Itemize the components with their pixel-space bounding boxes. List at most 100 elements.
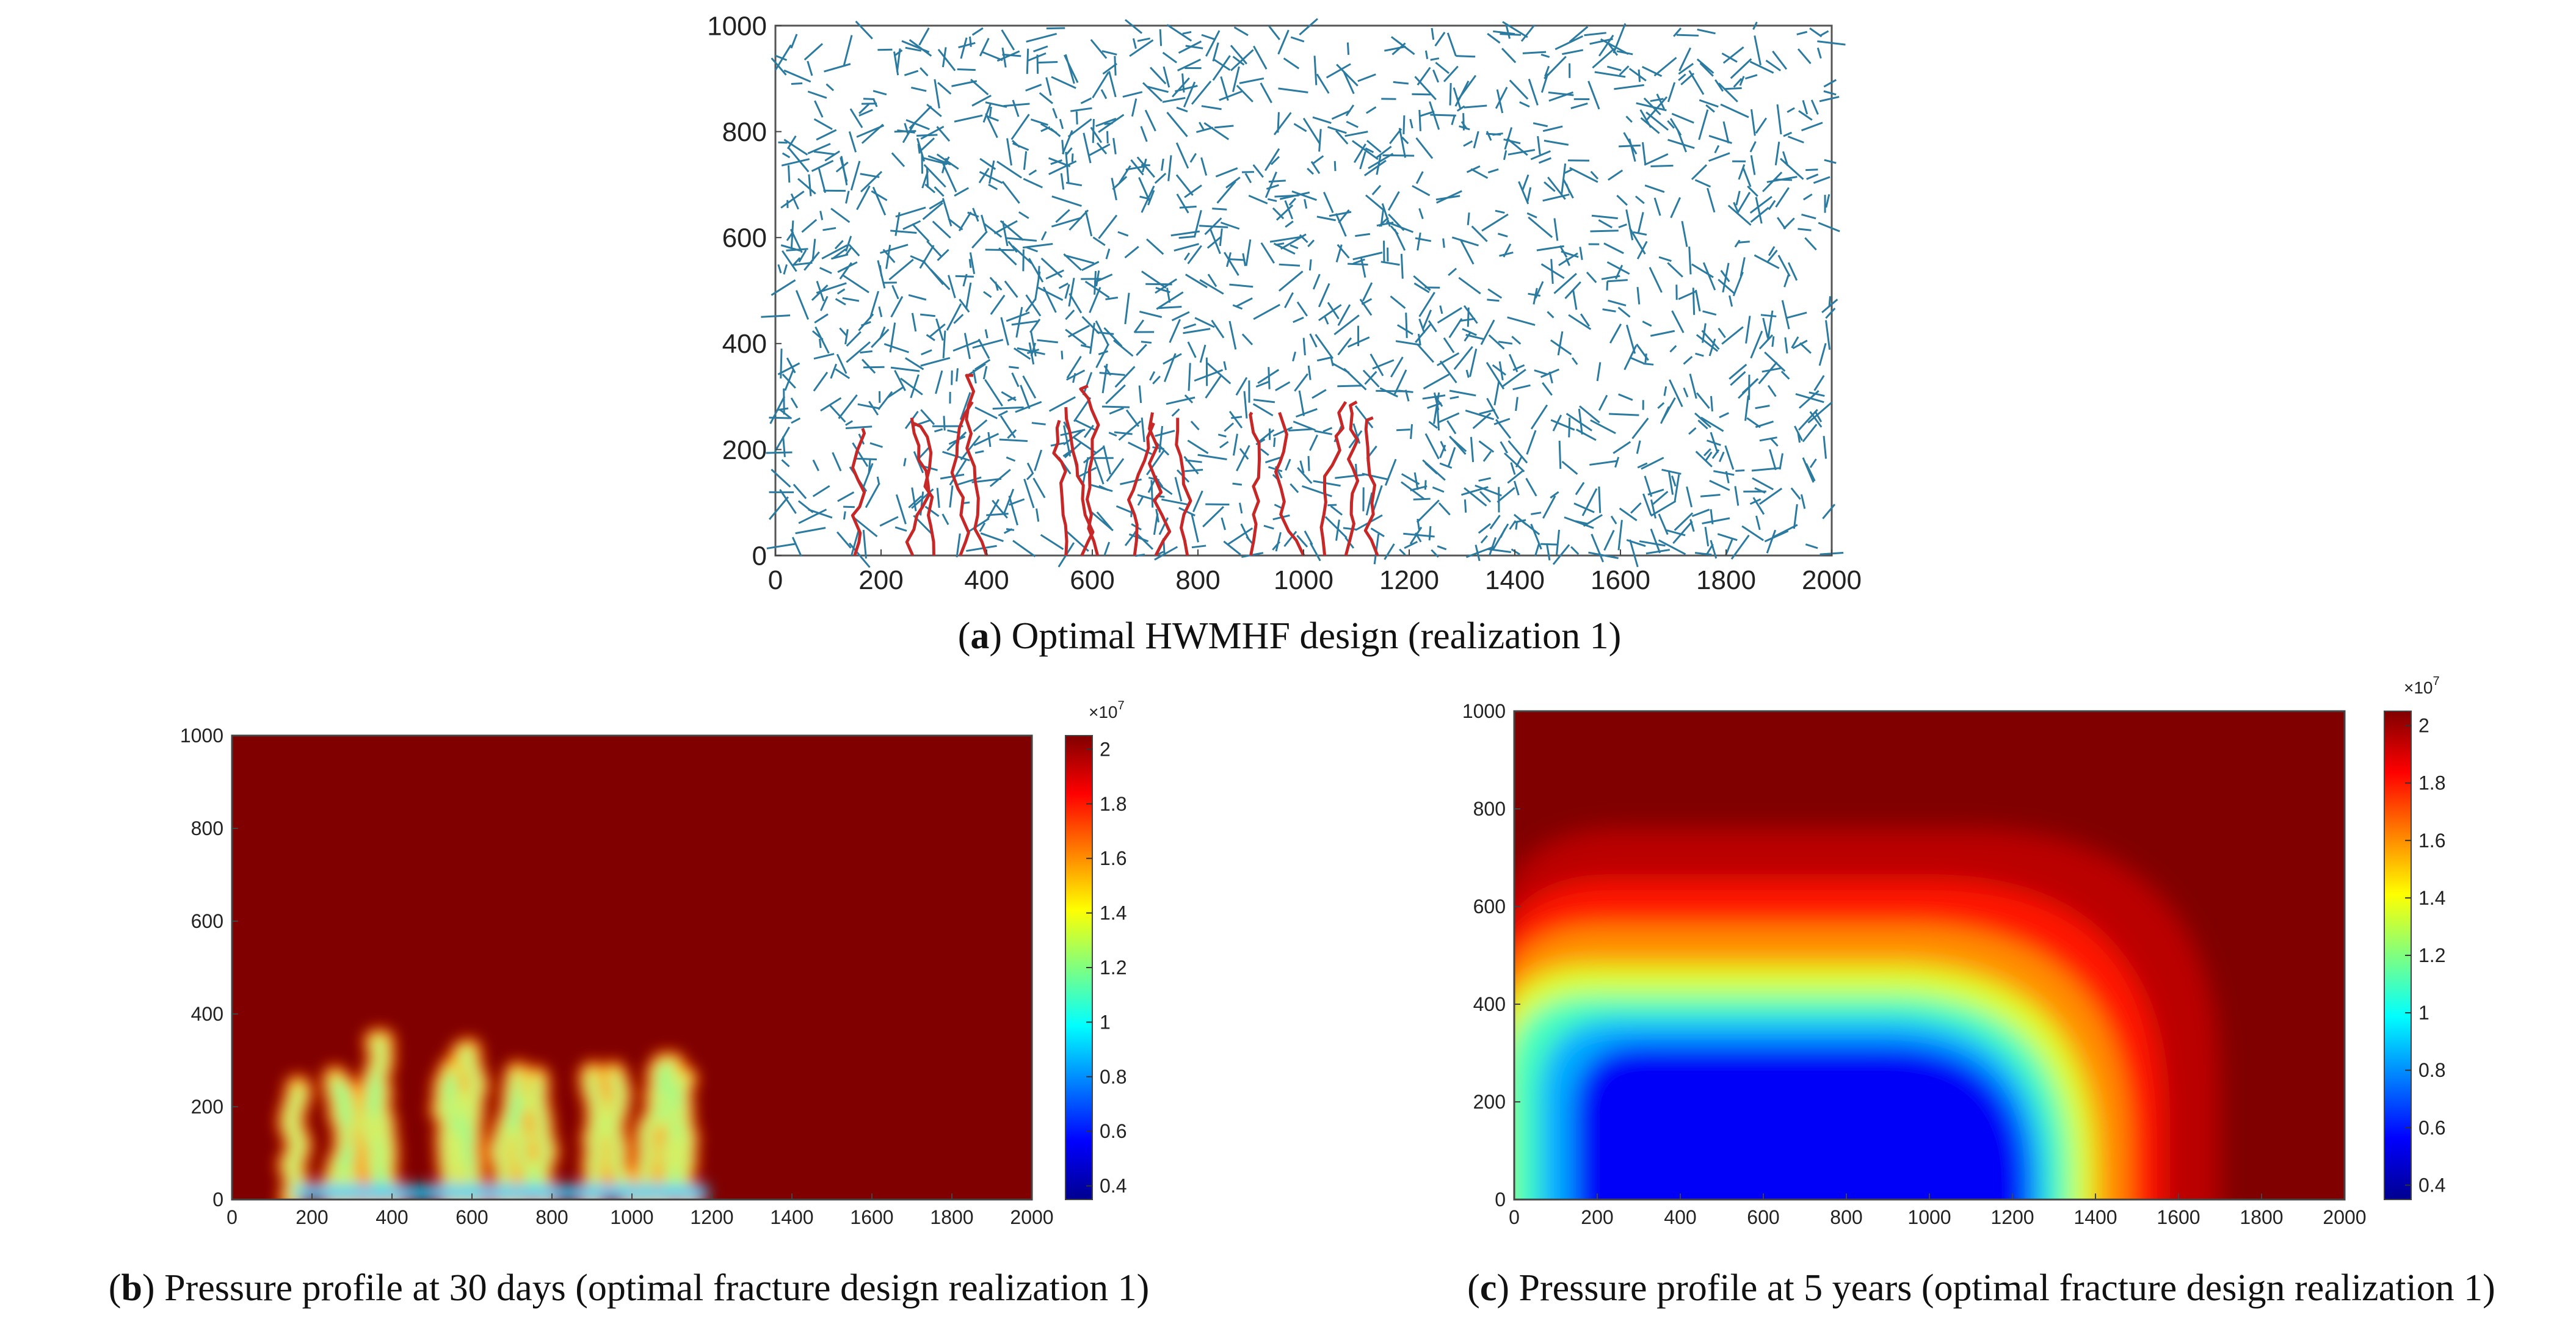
natural-fracture	[779, 489, 797, 514]
natural-fracture	[857, 403, 880, 410]
natural-fracture	[1453, 87, 1462, 110]
natural-fracture	[816, 282, 847, 294]
natural-fracture	[1141, 270, 1167, 289]
natural-fracture	[846, 341, 871, 363]
natural-fracture	[1058, 282, 1068, 289]
natural-fracture	[1192, 490, 1203, 513]
natural-fracture	[836, 288, 846, 295]
natural-fracture	[849, 108, 863, 128]
natural-fracture	[984, 329, 989, 339]
natural-fracture	[1428, 526, 1432, 541]
natural-fracture	[1409, 118, 1413, 129]
colorbar-tick-label: 1.2	[1100, 957, 1127, 979]
natural-fracture	[1090, 510, 1114, 532]
natural-fracture	[795, 290, 810, 320]
natural-fracture	[1533, 288, 1538, 305]
natural-fracture	[813, 150, 835, 156]
natural-fracture	[1440, 441, 1446, 452]
natural-fracture	[837, 491, 855, 502]
natural-fracture	[1141, 341, 1152, 344]
natural-fracture	[1616, 195, 1628, 206]
hydraulic-fracture	[1147, 412, 1172, 557]
natural-fracture	[895, 494, 907, 524]
natural-fracture	[1277, 112, 1280, 133]
colorbar-tick-label: 1	[2418, 1002, 2429, 1024]
natural-fracture	[1141, 417, 1145, 443]
natural-fracture	[1260, 82, 1272, 104]
panel-c-colorbar-ticks: 0.4 0.6 0.8 1 1.2 1.4 1.6 1.8 2	[2405, 715, 2445, 1196]
natural-fracture	[824, 150, 840, 162]
natural-fracture	[1318, 283, 1330, 308]
natural-fracture	[1199, 344, 1206, 363]
natural-fracture	[1530, 404, 1548, 430]
natural-fracture	[1092, 236, 1106, 246]
natural-fracture	[1232, 56, 1245, 66]
hydraulic-fracture	[1319, 400, 1348, 556]
natural-fracture	[1081, 316, 1100, 335]
panel-a-caption: (a) Optimal HWMHF design (realization 1)	[958, 615, 1621, 657]
natural-fracture	[1158, 306, 1182, 309]
colorbar-tick-label: 0.8	[1100, 1066, 1127, 1088]
natural-fracture	[879, 326, 886, 339]
natural-fracture	[1293, 316, 1304, 324]
natural-fracture	[1534, 543, 1540, 557]
natural-fracture	[1683, 387, 1689, 397]
natural-fracture	[1239, 447, 1249, 460]
natural-fracture	[1072, 372, 1076, 383]
natural-fracture	[1544, 56, 1567, 79]
natural-fracture	[1683, 355, 1693, 365]
natural-fracture	[953, 314, 964, 324]
natural-fracture	[1316, 356, 1333, 362]
natural-fracture	[1630, 357, 1644, 364]
natural-fracture	[1437, 412, 1460, 424]
natural-fracture	[1718, 82, 1738, 103]
natural-fracture	[1146, 238, 1164, 255]
natural-fracture	[1096, 142, 1108, 155]
natural-fracture	[1661, 468, 1682, 475]
natural-fracture	[1205, 375, 1222, 399]
natural-fracture	[1430, 57, 1440, 61]
natural-fracture	[1424, 433, 1440, 460]
natural-fracture	[1721, 326, 1744, 345]
natural-fracture	[1570, 546, 1580, 556]
natural-fracture	[942, 47, 947, 68]
natural-fracture	[1525, 477, 1537, 497]
natural-fracture	[1333, 314, 1360, 336]
natural-fracture	[1307, 365, 1312, 380]
natural-fracture	[1191, 514, 1199, 543]
natural-fracture	[918, 27, 930, 46]
natural-fracture	[1269, 236, 1301, 243]
natural-fracture	[1081, 261, 1100, 272]
natural-fracture	[1592, 48, 1616, 69]
natural-fracture	[1764, 351, 1786, 372]
natural-fracture	[1487, 548, 1512, 554]
natural-fracture	[1544, 65, 1550, 77]
natural-fracture	[1462, 328, 1477, 336]
natural-fracture	[1500, 528, 1506, 538]
natural-fracture	[1645, 111, 1669, 131]
natural-fracture	[1278, 87, 1308, 93]
natural-fracture	[1060, 429, 1086, 436]
natural-fracture	[1095, 117, 1117, 128]
natural-fracture	[1729, 295, 1733, 307]
natural-fracture	[1324, 516, 1348, 539]
x-tick-label: 200	[296, 1206, 328, 1228]
natural-fracture	[1463, 140, 1473, 147]
natural-fracture	[1486, 397, 1500, 419]
natural-fracture	[982, 366, 988, 380]
natural-fracture	[1235, 297, 1253, 308]
natural-fracture	[1706, 440, 1721, 446]
natural-fracture	[1720, 103, 1749, 118]
natural-fracture	[1758, 361, 1778, 385]
x-tick-label: 1600	[1591, 565, 1650, 595]
natural-fracture	[1391, 42, 1406, 56]
natural-fracture	[1278, 270, 1304, 292]
natural-fracture	[1362, 369, 1380, 388]
natural-fracture	[1538, 157, 1552, 164]
natural-fracture	[1204, 217, 1222, 236]
natural-fracture	[1239, 77, 1264, 84]
natural-fracture	[1048, 396, 1076, 412]
natural-fracture	[1591, 214, 1618, 220]
natural-fracture	[1039, 92, 1053, 104]
natural-fracture	[1099, 372, 1125, 376]
